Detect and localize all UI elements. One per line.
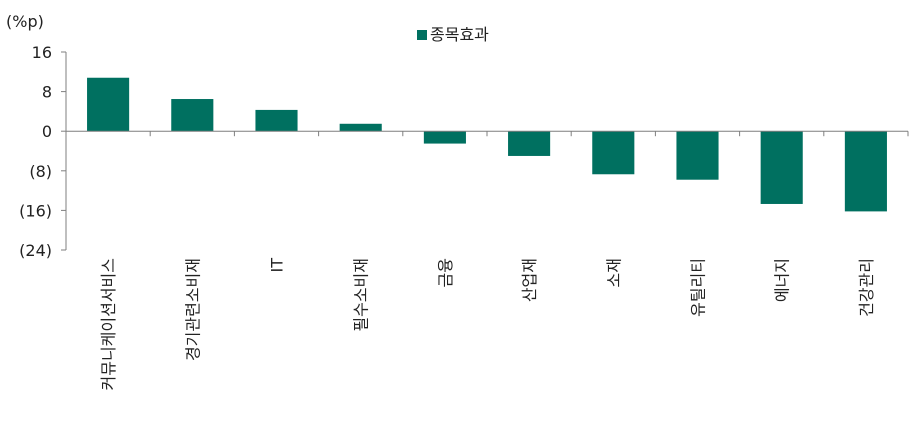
y-tick-label: (8) [29, 162, 52, 181]
bar-소재 [592, 131, 635, 175]
bar-금융 [423, 131, 466, 144]
x-category-label: 커뮤니케이션서비스 [99, 258, 118, 390]
y-unit-label: (%p) [6, 12, 44, 31]
x-category-label: 금융 [436, 258, 455, 287]
bar-산업재 [508, 131, 551, 156]
bar-유틸리티 [676, 131, 719, 180]
y-tick-label: 16 [32, 43, 52, 62]
x-category-label: 건강관리 [857, 258, 876, 317]
legend: 종목효과 [417, 25, 489, 44]
x-category-label: 산업재 [520, 258, 539, 302]
bar-커뮤니케이션서비스 [87, 77, 130, 132]
bar-에너지 [760, 131, 803, 204]
x-category-label: 소재 [604, 258, 623, 287]
bar-경기관련소비재 [171, 99, 214, 132]
bar-필수소비재 [339, 123, 382, 132]
y-tick-label: 8 [42, 83, 52, 102]
legend-swatch [417, 30, 427, 40]
y-axis: 16 8 0 (8) (16) (24) [19, 43, 67, 260]
y-tick-label: (16) [19, 201, 52, 220]
y-tick-label: (24) [19, 241, 52, 260]
bars [87, 77, 887, 212]
y-tick-label: 0 [42, 122, 52, 141]
x-category-label: 유틸리티 [689, 258, 708, 317]
x-category-label: 에너지 [773, 258, 792, 302]
x-axis [65, 130, 909, 137]
category-labels: 커뮤니케이션서비스 경기관련소비재 IT 필수소비재 금융 산업재 소재 유틸리티 에너지 건강관… [99, 258, 876, 391]
bar-건강관리 [844, 131, 887, 212]
x-category-label: 필수소비재 [352, 258, 371, 332]
x-category-label: IT [268, 258, 287, 273]
x-category-label: 경기관련소비재 [183, 258, 202, 361]
legend-label: 종목효과 [430, 25, 489, 44]
bar-IT [255, 109, 298, 132]
